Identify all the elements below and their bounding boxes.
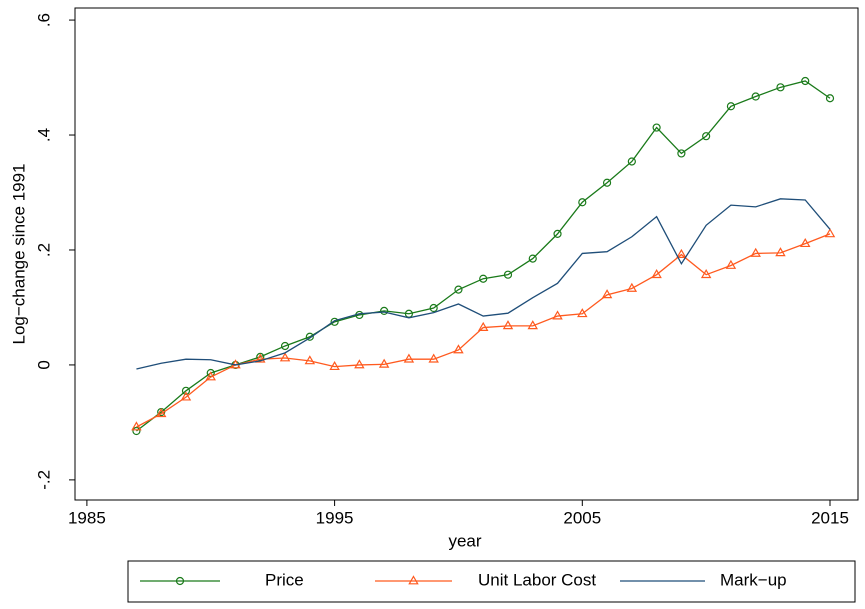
y-tick-label: 0 — [34, 360, 53, 369]
point-marker — [801, 76, 810, 86]
point-marker — [205, 371, 216, 381]
point-marker — [577, 308, 588, 318]
point-marker — [751, 92, 760, 101]
point-marker — [330, 317, 339, 326]
y-axis-label: Log−change since 1991 — [9, 163, 28, 344]
point-marker — [329, 360, 340, 371]
point-marker — [479, 274, 488, 283]
x-tick-label: 1985 — [68, 508, 106, 527]
point-marker — [652, 123, 661, 132]
point-marker — [552, 310, 563, 320]
point-marker — [131, 421, 142, 431]
legend-label: Price — [265, 570, 304, 589]
legend-box — [127, 560, 856, 603]
x-tick-label: 1995 — [316, 508, 354, 527]
point-marker — [775, 247, 786, 257]
point-marker — [429, 303, 438, 313]
point-marker — [502, 320, 514, 330]
point-marker — [627, 157, 636, 166]
point-marker — [181, 386, 191, 395]
point-marker — [155, 408, 167, 418]
x-tick-label: 2015 — [811, 508, 849, 527]
point-marker — [280, 341, 290, 351]
point-marker — [702, 132, 711, 141]
point-marker — [403, 353, 415, 363]
point-marker — [651, 268, 662, 279]
y-tick-label: .4 — [34, 128, 53, 142]
plot-frame — [74, 7, 859, 501]
point-marker — [601, 289, 613, 299]
point-marker — [453, 344, 464, 354]
point-marker — [553, 229, 562, 238]
y-tick-label: .6 — [34, 13, 53, 27]
point-marker — [132, 426, 141, 436]
x-axis-label: year — [448, 531, 481, 550]
point-marker — [626, 282, 638, 292]
point-marker — [602, 178, 612, 187]
point-marker — [380, 306, 389, 316]
point-marker — [175, 576, 185, 586]
point-marker — [180, 391, 192, 401]
point-marker — [825, 94, 835, 103]
point-marker — [503, 270, 513, 279]
point-marker — [578, 198, 587, 207]
point-marker — [725, 259, 737, 269]
point-marker — [428, 353, 439, 363]
point-marker — [354, 359, 365, 369]
series-line — [136, 198, 831, 370]
point-marker — [527, 320, 538, 330]
y-tick-label: -.2 — [34, 470, 53, 490]
point-marker — [279, 352, 291, 362]
y-tick-label: .2 — [34, 243, 53, 257]
point-marker — [676, 248, 687, 258]
legend-label: Unit Labor Cost — [478, 570, 596, 589]
point-marker — [700, 268, 712, 279]
point-marker — [408, 575, 419, 585]
point-marker — [378, 358, 390, 368]
point-marker — [726, 102, 736, 111]
point-marker — [454, 285, 463, 294]
series-line — [136, 80, 831, 432]
point-marker — [304, 355, 316, 365]
point-marker — [750, 247, 761, 257]
point-marker — [477, 321, 489, 331]
legend-label: Mark−up — [720, 570, 787, 589]
x-tick-label: 2005 — [563, 508, 601, 527]
point-marker — [255, 353, 266, 363]
point-marker — [677, 149, 686, 158]
point-marker — [824, 228, 836, 238]
point-marker — [776, 83, 785, 92]
point-marker — [305, 332, 314, 341]
point-marker — [800, 237, 811, 248]
series-line — [136, 233, 831, 428]
point-marker — [528, 254, 537, 263]
